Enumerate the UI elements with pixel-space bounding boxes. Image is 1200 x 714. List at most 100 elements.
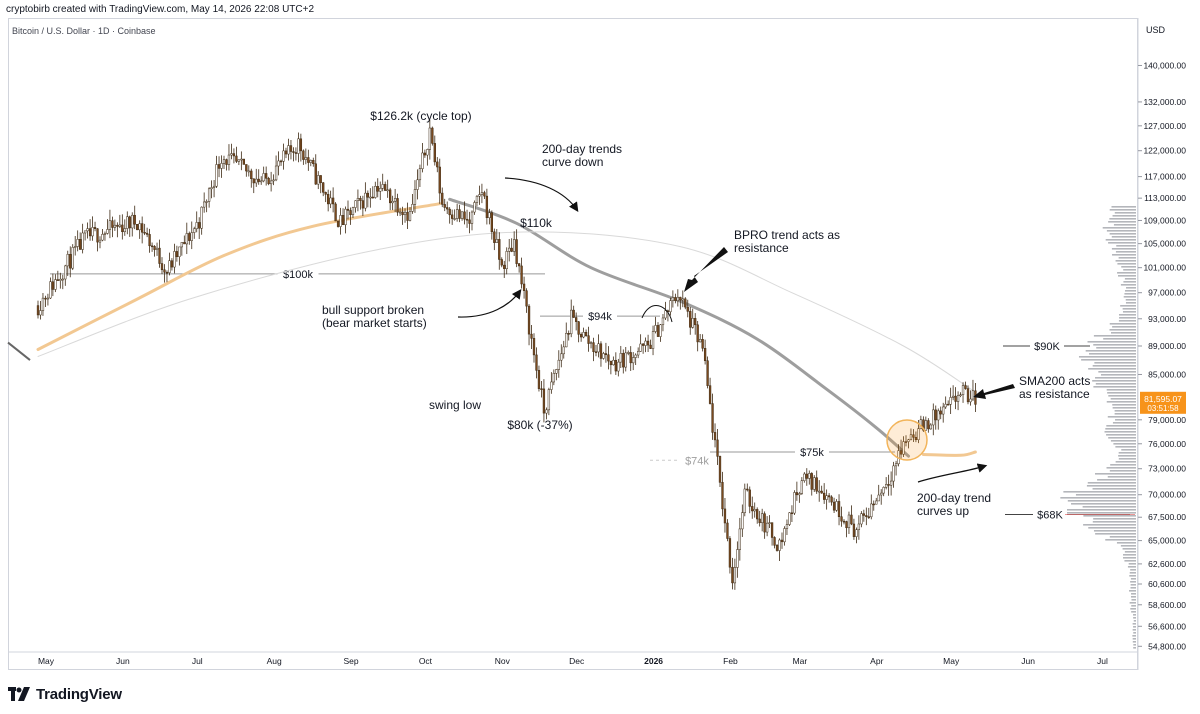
candle-up [185, 233, 188, 245]
volume-profile-bar [1123, 557, 1136, 559]
candle-down [242, 158, 245, 165]
candle-down [170, 260, 174, 268]
trend-start-segment [7, 341, 31, 361]
time-tick-label: Nov [495, 656, 511, 666]
candle-up [555, 369, 558, 374]
price-tick-label: 65,000.00 [1148, 536, 1186, 546]
volume-profile-bar [1083, 524, 1136, 526]
arc-marker [641, 305, 673, 323]
candle-down [331, 197, 335, 205]
annotation-110k: $110k [520, 216, 553, 230]
candle-down [163, 269, 166, 273]
annotation-sma200-resistance-line: SMA200 acts [1019, 374, 1090, 388]
volume-profile-bar [1125, 302, 1136, 304]
candle-up [743, 488, 746, 513]
brand-name: TradingView [36, 685, 122, 703]
candle-up [951, 395, 955, 398]
volume-profile-bar [1127, 566, 1136, 568]
candle-up [654, 325, 657, 332]
candle-up [495, 239, 498, 243]
price-tick-label: 60,600.00 [1148, 579, 1186, 589]
candle-up [398, 211, 402, 214]
candle-down [721, 482, 724, 510]
annotations: $126.2k (cycle top) 200-day trends curve d… [322, 109, 1090, 518]
volume-profile-bar [1071, 503, 1136, 505]
candle-up [317, 175, 320, 185]
time-tick-label: Jul [1097, 656, 1108, 666]
annotation-sma200-resistance: SMA200 acts as resistance [1019, 374, 1090, 401]
time-tick-label: Jun [116, 656, 130, 666]
volume-profile-bar [1110, 332, 1136, 334]
candle-up [661, 317, 665, 326]
volume-profile-bar [1088, 368, 1136, 370]
candle-down [145, 232, 149, 235]
candle-up [835, 501, 838, 511]
candle-down [463, 211, 466, 220]
candle-down [701, 339, 704, 349]
candle-down [116, 224, 119, 227]
candle-down [525, 290, 528, 307]
candle-down [770, 522, 774, 538]
volume-profile-bar [1115, 446, 1136, 448]
candle-down [865, 515, 868, 517]
volume-profile-bar [1108, 242, 1136, 244]
candle-up [736, 549, 739, 568]
candle-down [872, 503, 875, 506]
candle-up [803, 473, 806, 481]
level-lines: $100k $94k $75k $74k $90K $68K [50, 266, 1135, 521]
volume-profile-bar [1112, 215, 1136, 217]
volume-profile-bar [1088, 527, 1136, 529]
candle-down [763, 513, 766, 533]
candle-up [138, 223, 141, 231]
volume-profile-bar [1108, 395, 1136, 397]
candle-down [912, 434, 915, 438]
volume-profile-bar [1102, 227, 1136, 229]
candle-down [165, 271, 169, 274]
volume-profile-bar [1133, 614, 1136, 616]
volume-profile-bar [1093, 518, 1136, 520]
volume-profile-bar [1117, 263, 1136, 265]
volume-profile [1060, 206, 1136, 649]
candle-down [150, 245, 154, 248]
volume-profile-bar [1106, 389, 1136, 391]
candle-up [669, 300, 672, 313]
candle-up [473, 202, 476, 213]
volume-profile-bar [1107, 392, 1136, 394]
level-label: $90K [1034, 341, 1060, 353]
candle-up [339, 215, 342, 227]
candle-up [168, 260, 171, 273]
candle-down [974, 390, 977, 405]
candle-up [212, 185, 216, 188]
arrow-bull-support [457, 289, 522, 318]
candle-up [875, 500, 878, 505]
candle-down [629, 352, 632, 364]
candle-up [651, 331, 655, 349]
symbol-title: Bitcoin / U.S. Dollar · 1D · Coinbase [12, 26, 156, 36]
brand[interactable]: TradingView [8, 684, 122, 704]
current-price-tag [1140, 391, 1186, 414]
candle-down [468, 219, 471, 224]
candle-down [359, 198, 362, 201]
candle-down [966, 388, 970, 403]
candle-up [453, 218, 456, 220]
candle-down [694, 318, 697, 326]
arrow-trend-up [917, 463, 988, 483]
candle-down [302, 150, 305, 160]
volume-profile-bar [1100, 374, 1136, 376]
volume-profile-bar [1126, 287, 1136, 289]
annotation-bull-support: bull support broken (bear market starts) [322, 303, 427, 330]
volume-profile-bar [1123, 269, 1136, 271]
candle-down [384, 184, 387, 191]
candle-up [247, 170, 250, 173]
candle-down [503, 264, 506, 269]
volume-profile-bar [1115, 419, 1136, 421]
candle-up [959, 394, 962, 396]
volume-profile-bar [1113, 443, 1136, 445]
annotation-110k-line: $110k [520, 216, 553, 230]
annotation-bpro-resistance: BPRO trend acts as resistance [734, 228, 840, 255]
candle-up [255, 178, 258, 184]
volume-profile-bar [1078, 356, 1136, 358]
candle-up [788, 512, 791, 525]
candle-down [500, 259, 503, 266]
